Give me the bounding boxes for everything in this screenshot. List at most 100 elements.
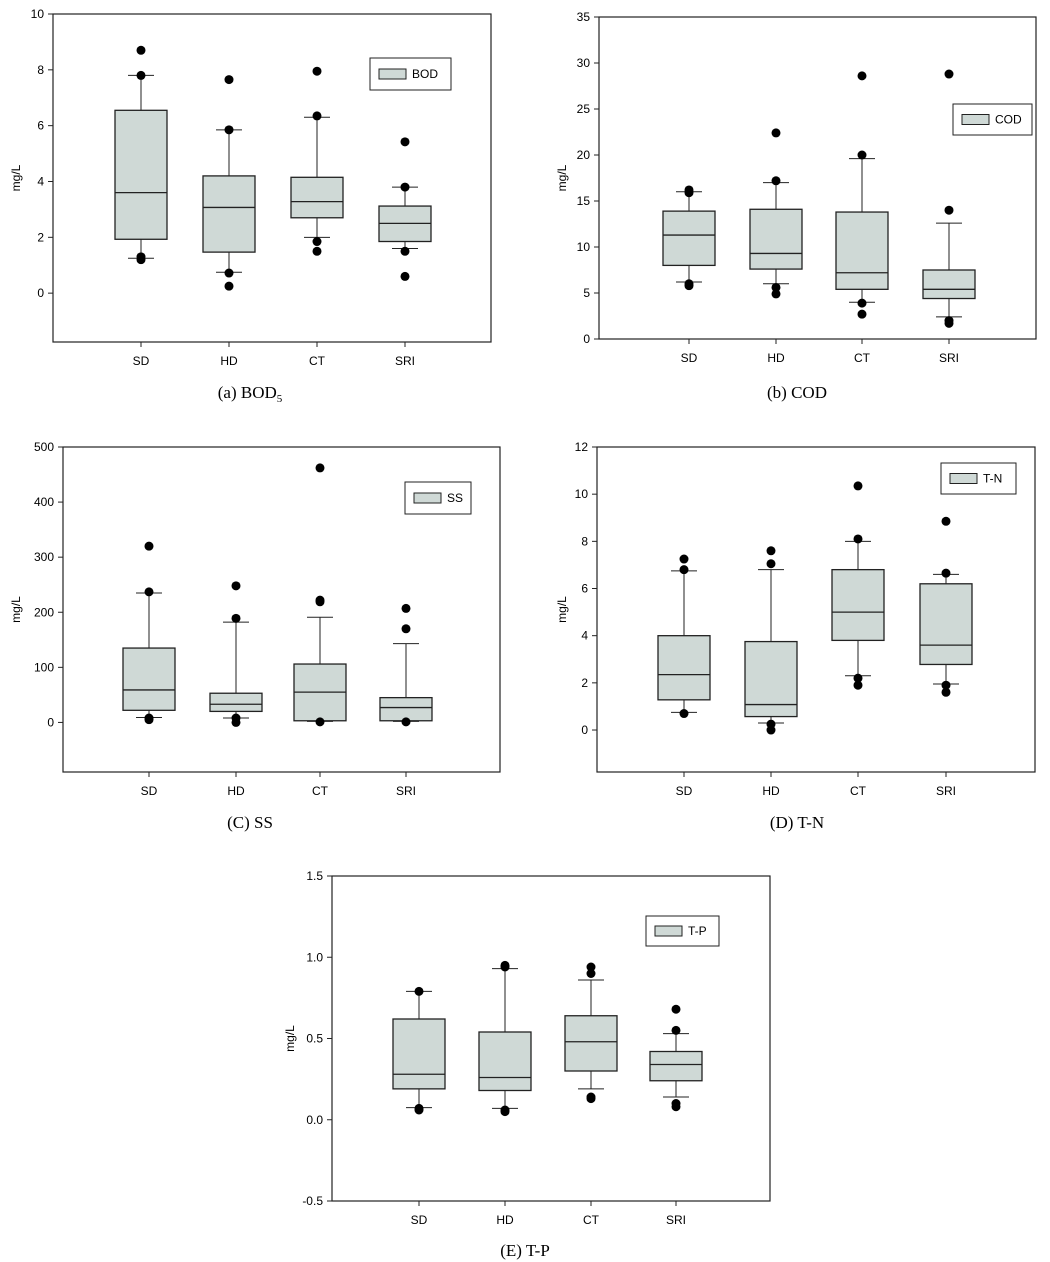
legend-swatch	[949, 473, 978, 484]
outlier-point	[144, 587, 154, 597]
outlier-point	[586, 969, 596, 978]
y-tick-label: 0	[47, 715, 54, 729]
outlier-point	[941, 568, 951, 578]
outlier-point	[400, 182, 410, 192]
outlier-point	[857, 298, 867, 308]
iqr-box	[202, 175, 256, 253]
y-tick-label: 12	[575, 440, 589, 454]
legend-swatch	[378, 68, 407, 80]
y-axis-label: mg/L	[9, 164, 23, 191]
outlier-point	[679, 554, 689, 564]
y-tick-label: 2	[37, 230, 44, 244]
box-SRI	[378, 137, 432, 281]
panel-caption: (b) COD	[767, 383, 827, 402]
box-SD	[662, 185, 716, 291]
box-SRI	[922, 69, 976, 328]
y-tick-label: 300	[34, 550, 54, 564]
x-tick-label: SRI	[936, 784, 956, 798]
legend-label: BOD	[412, 67, 438, 81]
outlier-point	[684, 281, 694, 291]
iqr-box	[209, 692, 263, 713]
iqr-box	[478, 1031, 532, 1092]
outlier-point	[312, 246, 322, 256]
outlier-point	[224, 268, 234, 278]
panel-a: 0 2 4 6 8 10 mg/L SD HD CT SRI BOD (a) BOD5	[9, 7, 492, 405]
legend: T-P	[645, 915, 720, 947]
x-tick-label: CT	[850, 784, 867, 798]
legend-label: T-P	[688, 924, 707, 938]
iqr-box	[922, 269, 976, 300]
panel-caption: (E) T-P	[500, 1241, 550, 1260]
iqr-box	[749, 208, 803, 270]
outlier-point	[400, 137, 410, 147]
y-tick-label: 400	[34, 495, 54, 509]
y-axis-label: mg/L	[555, 164, 569, 191]
y-axis-label: mg/L	[555, 596, 569, 623]
box-SD	[392, 986, 446, 1115]
outlier-point	[944, 69, 954, 79]
x-tick-label: SRI	[939, 351, 959, 365]
box-HD	[209, 581, 263, 727]
plot-frame	[598, 16, 1037, 340]
legend-label: T-N	[983, 472, 1002, 486]
x-tick-label: HD	[762, 784, 780, 798]
y-tick-label: 20	[577, 148, 591, 162]
iqr-box	[114, 109, 168, 240]
box-HD	[478, 960, 532, 1117]
panel-c: 0 100 200 300 400 500 mg/L SD HD CT SRI SS (C) SS	[9, 440, 501, 832]
outlier-point	[857, 71, 867, 81]
plot-frame	[596, 446, 1036, 773]
legend-swatch	[961, 114, 990, 125]
outlier-point	[857, 150, 867, 160]
outlier-point	[144, 541, 154, 551]
y-tick-label: 0.5	[306, 1032, 323, 1046]
box-SRI	[919, 516, 973, 697]
plot-frame	[52, 13, 492, 343]
outlier-point	[679, 709, 689, 719]
box-CT	[290, 66, 344, 256]
y-tick-label: 4	[37, 174, 44, 188]
outlier-point	[414, 986, 424, 996]
outlier-point	[766, 725, 776, 735]
outlier-point	[586, 962, 596, 972]
outlier-point	[853, 673, 863, 683]
y-tick-label: 100	[34, 660, 54, 674]
y-tick-label: -0.5	[302, 1194, 323, 1208]
y-tick-label: 6	[37, 119, 44, 133]
outlier-point	[400, 246, 410, 256]
caption-subscript: 5	[277, 393, 283, 405]
outlier-point	[671, 1025, 681, 1035]
outlier-point	[679, 565, 689, 575]
legend-label: COD	[995, 113, 1022, 127]
panel-caption: (C) SS	[227, 813, 273, 832]
x-tick-label: SRI	[396, 784, 416, 798]
y-tick-label: 1.0	[306, 950, 323, 964]
outlier-point	[586, 1094, 596, 1104]
panel-caption: (a) BOD5	[218, 383, 283, 405]
x-tick-label: HD	[496, 1213, 514, 1227]
x-tick-label: SD	[411, 1213, 428, 1227]
panel-e: -0.5 0.0 0.5 1.0 1.5 mg/L SD HD CT SRI T-P (E) T-P	[283, 869, 771, 1260]
box-SD	[657, 554, 711, 719]
legend-swatch	[654, 925, 683, 937]
box-CT	[293, 463, 347, 727]
y-tick-label: 1.5	[306, 869, 323, 883]
x-tick-label: SD	[676, 784, 693, 798]
iqr-box	[649, 1050, 703, 1082]
y-tick-label: 10	[31, 7, 45, 21]
panel-d: 0 2 4 6 8 10 12 mg/L SD HD CT SRI T-N (D) T-N	[555, 440, 1036, 832]
outlier-point	[224, 281, 234, 291]
box-SRI	[379, 603, 433, 727]
box-HD	[202, 75, 256, 291]
y-tick-label: 0	[581, 723, 588, 737]
outlier-point	[941, 680, 951, 690]
outlier-point	[144, 715, 154, 725]
outlier-point	[414, 1105, 424, 1115]
outlier-point	[853, 534, 863, 544]
outlier-point	[671, 1102, 681, 1112]
y-tick-label: 500	[34, 440, 54, 454]
y-tick-label: 10	[577, 240, 591, 254]
x-tick-label: HD	[220, 354, 238, 368]
